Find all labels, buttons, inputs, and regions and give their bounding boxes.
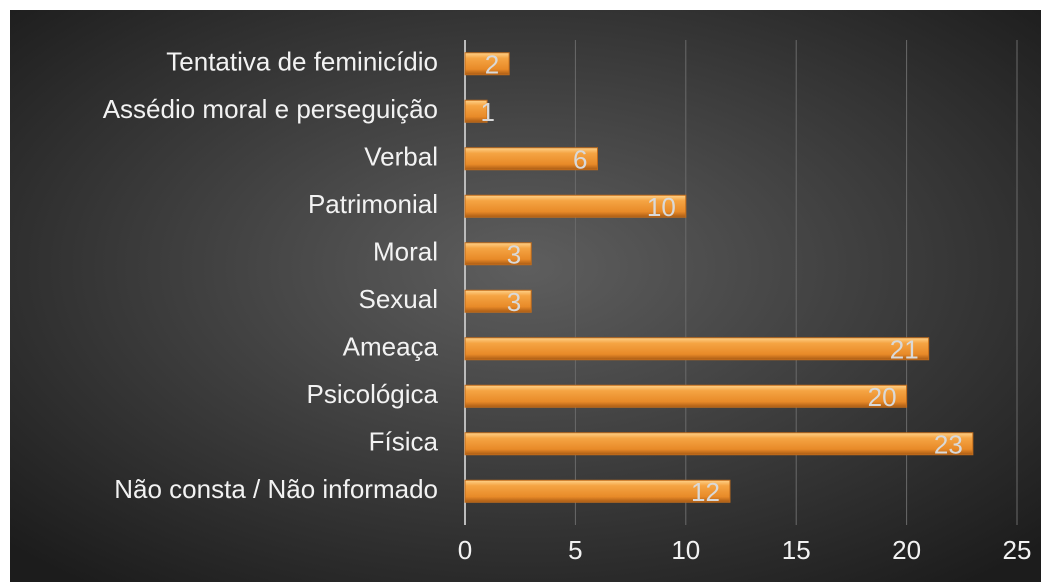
x-tick-label: 20	[892, 535, 921, 565]
value-label: 2	[485, 50, 499, 80]
y-tick-label: Ameaça	[343, 332, 439, 362]
bar	[464, 242, 532, 266]
y-tick-label: Verbal	[364, 142, 438, 172]
bar	[464, 337, 930, 361]
x-tick-label: 10	[671, 535, 700, 565]
bar	[464, 289, 532, 313]
y-tick-label: Tentativa de feminicídio	[166, 47, 438, 77]
y-tick-label: Assédio moral e perseguição	[103, 94, 438, 124]
y-tick-label: Física	[369, 427, 439, 457]
bar	[464, 194, 687, 218]
y-tick-label: Sexual	[359, 284, 439, 314]
value-label: 1	[481, 97, 495, 127]
y-tick-label: Patrimonial	[308, 189, 438, 219]
y-tick-label: Não consta / Não informado	[114, 474, 438, 504]
y-tick-label: Psicológica	[306, 379, 438, 409]
y-tick-label: Moral	[373, 237, 438, 267]
value-label: 3	[507, 287, 521, 317]
bar	[464, 147, 598, 171]
bar	[464, 99, 488, 123]
value-label: 21	[890, 335, 919, 365]
bar	[464, 384, 908, 408]
value-label: 12	[691, 477, 720, 507]
bar	[464, 52, 510, 76]
x-tick-label: 15	[782, 535, 811, 565]
value-label: 6	[573, 145, 587, 175]
value-label: 3	[507, 240, 521, 270]
x-tick-label: 5	[568, 535, 582, 565]
value-label: 10	[647, 192, 676, 222]
value-label: 23	[934, 430, 963, 460]
x-tick-label: 25	[1003, 535, 1032, 565]
bar	[464, 479, 731, 503]
x-tick-label: 0	[458, 535, 472, 565]
bar	[464, 432, 974, 456]
value-label: 20	[868, 382, 897, 412]
